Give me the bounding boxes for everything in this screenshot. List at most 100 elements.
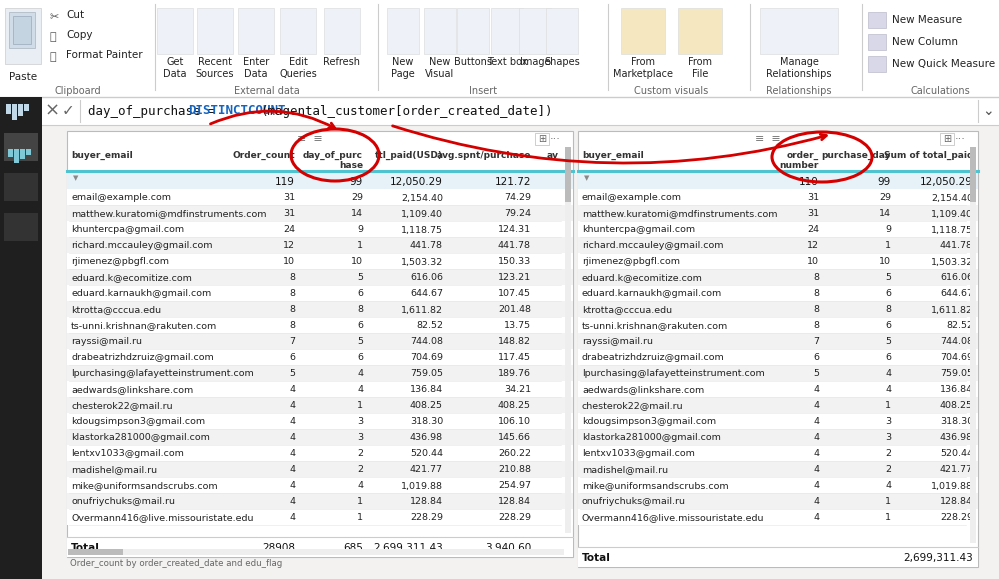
Text: richard.mccauley@gmail.com: richard.mccauley@gmail.com (71, 241, 213, 251)
Text: Buttons: Buttons (454, 57, 492, 67)
Text: 228.29: 228.29 (940, 514, 973, 522)
Text: 1: 1 (885, 241, 891, 251)
Text: 10: 10 (879, 258, 891, 266)
Text: 421.77: 421.77 (410, 466, 443, 475)
Text: 436.98: 436.98 (410, 434, 443, 442)
Text: kdougsimpson3@gmail.com: kdougsimpson3@gmail.com (71, 417, 205, 427)
Text: 4: 4 (885, 482, 891, 490)
Text: ···: ··· (549, 134, 560, 144)
Bar (4, 133, 38, 161)
Text: 1: 1 (885, 514, 891, 522)
Text: 124.31: 124.31 (498, 225, 531, 234)
Text: chesterok22@mail.ru: chesterok22@mail.ru (582, 401, 683, 411)
Text: av: av (547, 151, 559, 160)
Text: 1,611.82: 1,611.82 (401, 306, 443, 314)
Text: ≡  ≡: ≡ ≡ (297, 134, 323, 144)
Bar (67, 397, 573, 413)
Text: Shapes: Shapes (544, 57, 579, 67)
Bar (0, 97, 42, 325)
Text: Total: Total (71, 543, 100, 553)
Text: 4: 4 (813, 514, 819, 522)
Text: Cut: Cut (66, 10, 84, 20)
Bar (578, 221, 978, 237)
Text: 110: 110 (799, 177, 819, 187)
Text: ⊞: ⊞ (943, 134, 951, 144)
Text: 14: 14 (351, 210, 363, 218)
Text: mike@uniformsandscrubs.com: mike@uniformsandscrubs.com (71, 482, 218, 490)
Bar (4, 213, 38, 241)
Text: 4: 4 (885, 386, 891, 394)
Bar (67, 205, 573, 221)
Text: New Measure: New Measure (892, 15, 962, 25)
Bar (565, 147, 571, 202)
Text: ×: × (44, 102, 60, 120)
Text: 4: 4 (813, 434, 819, 442)
Bar (578, 301, 978, 317)
Text: Manage
Relationships: Manage Relationships (766, 57, 832, 79)
Text: Order_count by order_created_date and edu_flag: Order_count by order_created_date and ed… (70, 559, 283, 568)
Text: 2,154.40: 2,154.40 (401, 193, 443, 203)
Text: 82.52: 82.52 (946, 321, 973, 331)
Text: ···: ··· (955, 134, 965, 144)
Text: madishel@mail.ru: madishel@mail.ru (71, 466, 157, 475)
Text: 1,019.88: 1,019.88 (931, 482, 973, 490)
Text: 8: 8 (813, 290, 819, 299)
Text: ⌄: ⌄ (982, 104, 994, 118)
Text: 107.45: 107.45 (498, 290, 531, 299)
Text: From
File: From File (688, 57, 712, 79)
Text: 10: 10 (807, 258, 819, 266)
Bar (868, 12, 886, 28)
Text: Copy: Copy (66, 30, 93, 40)
Text: khuntercpa@gmail.com: khuntercpa@gmail.com (582, 225, 695, 234)
Text: 260.22: 260.22 (498, 449, 531, 459)
Text: 4: 4 (357, 369, 363, 379)
Text: 201.48: 201.48 (498, 306, 531, 314)
Text: 441.78: 441.78 (498, 241, 531, 251)
Text: Clipboard: Clipboard (55, 86, 101, 96)
Bar (578, 317, 978, 333)
Text: drabeatrizhdzruiz@gmail.com: drabeatrizhdzruiz@gmail.com (582, 354, 724, 362)
Text: 408.25: 408.25 (498, 401, 531, 411)
Bar (457, 8, 489, 54)
Text: 8: 8 (289, 290, 295, 299)
Bar (491, 8, 523, 54)
Text: 🖌: 🖌 (50, 52, 57, 62)
Text: ktrotta@cccua.edu: ktrotta@cccua.edu (71, 306, 161, 314)
Bar (67, 477, 573, 493)
Bar (424, 8, 456, 54)
Text: 24: 24 (807, 225, 819, 234)
Bar (67, 301, 573, 317)
Text: aedwards@linkshare.com: aedwards@linkshare.com (582, 386, 704, 394)
Bar (578, 429, 978, 445)
Text: 24: 24 (283, 225, 295, 234)
Bar (67, 189, 573, 205)
Text: 128.84: 128.84 (940, 497, 973, 507)
Text: 12: 12 (807, 241, 819, 251)
Bar (9, 12, 35, 48)
Bar (578, 349, 978, 365)
Bar (18, 104, 23, 116)
Bar (565, 147, 571, 533)
Text: 4: 4 (813, 497, 819, 507)
Bar (67, 285, 573, 301)
Text: 1,118.75: 1,118.75 (401, 225, 443, 234)
Text: 5: 5 (357, 273, 363, 283)
Text: Relationships: Relationships (766, 86, 832, 96)
Text: Text box: Text box (487, 57, 527, 67)
Text: 189.76: 189.76 (498, 369, 531, 379)
Text: 1,118.75: 1,118.75 (931, 225, 973, 234)
Text: 117.45: 117.45 (498, 354, 531, 362)
Text: 31: 31 (283, 210, 295, 218)
Bar (67, 461, 573, 477)
Text: ✂: ✂ (50, 12, 59, 22)
Text: 7: 7 (813, 338, 819, 346)
Text: 436.98: 436.98 (940, 434, 973, 442)
Bar (578, 365, 978, 381)
Text: Image: Image (519, 57, 550, 67)
Bar (387, 8, 419, 54)
Text: 4: 4 (813, 466, 819, 475)
Text: 150.33: 150.33 (498, 258, 531, 266)
Bar (68, 549, 123, 555)
Bar (67, 221, 573, 237)
Text: 145.66: 145.66 (498, 434, 531, 442)
